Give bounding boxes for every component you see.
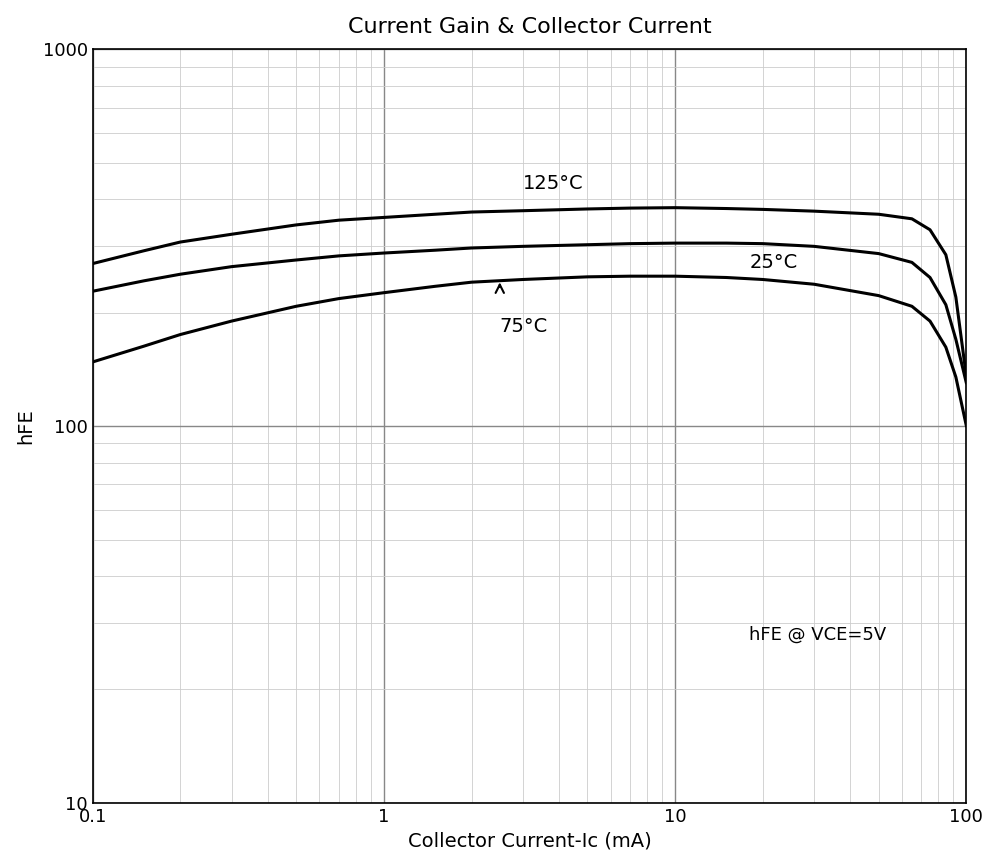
- Title: Current Gain & Collector Current: Current Gain & Collector Current: [348, 16, 711, 36]
- Text: 25°C: 25°C: [749, 253, 798, 272]
- Y-axis label: hFE: hFE: [17, 408, 36, 444]
- Text: 75°C: 75°C: [500, 316, 548, 336]
- Text: 125°C: 125°C: [523, 174, 583, 193]
- X-axis label: Collector Current-Ic (mA): Collector Current-Ic (mA): [408, 831, 651, 851]
- Text: hFE @ VCE=5V: hFE @ VCE=5V: [749, 625, 887, 643]
